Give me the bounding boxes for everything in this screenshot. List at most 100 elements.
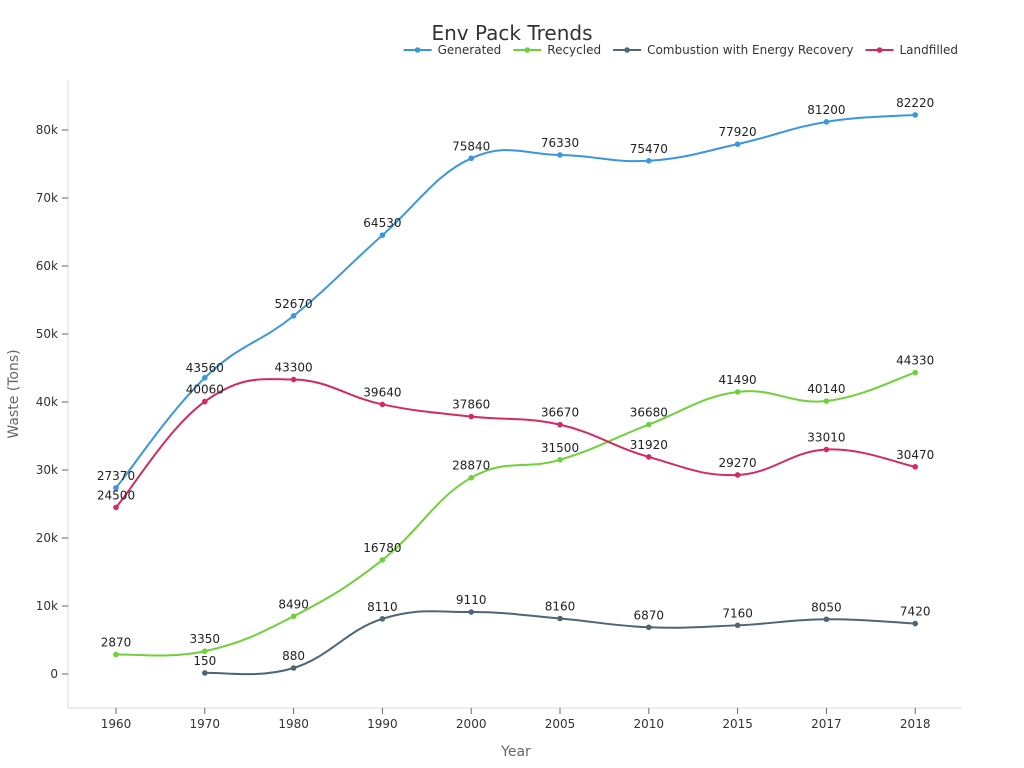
data-point-generated <box>379 232 386 238</box>
y-tick-label: 60k <box>36 259 58 273</box>
legend-item-landfilled[interactable]: Landfilled <box>865 43 959 57</box>
data-point-generated <box>468 155 475 162</box>
data-point-landfilled <box>468 413 475 420</box>
data-label-landfilled: 33010 <box>807 431 845 445</box>
data-label-generated: 75470 <box>630 142 668 156</box>
data-label-landfilled: 30470 <box>896 448 934 462</box>
data-point-combustion-with-energy-recovery <box>734 622 741 629</box>
data-label-combustion-with-energy-recovery: 6870 <box>634 608 665 622</box>
data-point-combustion-with-energy-recovery <box>912 620 918 627</box>
data-label-generated: 82220 <box>896 96 934 110</box>
data-label-recycled: 3350 <box>190 632 221 646</box>
data-point-combustion-with-energy-recovery <box>202 670 208 676</box>
data-point-recycled <box>557 457 563 463</box>
series-generated <box>113 112 918 491</box>
data-label-recycled: 31500 <box>541 441 579 455</box>
x-axis-title: Year <box>500 744 531 760</box>
legend-item-generated[interactable]: Generated <box>403 43 502 57</box>
series-recycled <box>113 369 918 658</box>
data-label-recycled: 8490 <box>278 597 309 611</box>
legend-label: Combustion with Energy Recovery <box>647 43 853 57</box>
data-label-landfilled: 29270 <box>719 456 757 470</box>
x-tick-label: 2018 <box>900 717 931 731</box>
data-point-landfilled <box>557 421 563 428</box>
legend-swatch-marker <box>876 47 883 53</box>
data-point-combustion-with-energy-recovery <box>557 615 563 622</box>
x-tick-label: 2010 <box>634 717 665 731</box>
chart-title: Env Pack Trends <box>431 21 592 45</box>
legend-swatch-marker <box>524 47 531 53</box>
data-point-combustion-with-energy-recovery <box>646 624 652 631</box>
data-point-generated <box>646 158 652 164</box>
data-label-combustion-with-energy-recovery: 8160 <box>545 600 576 614</box>
data-label-recycled: 44330 <box>896 354 934 368</box>
data-label-combustion-with-energy-recovery: 7420 <box>900 605 931 619</box>
x-tick-label: 1980 <box>278 717 309 731</box>
data-label-landfilled: 31920 <box>630 438 668 452</box>
data-label-recycled: 40140 <box>807 382 845 396</box>
data-point-recycled <box>379 557 386 563</box>
data-label-landfilled: 40060 <box>186 383 224 397</box>
legend-swatch-marker <box>414 47 421 53</box>
y-tick-label: 10k <box>36 599 58 613</box>
data-label-combustion-with-energy-recovery: 9110 <box>456 593 487 607</box>
data-label-generated: 52670 <box>275 297 313 311</box>
data-point-generated <box>290 313 297 319</box>
data-label-generated: 75840 <box>452 139 490 153</box>
series-layer <box>113 112 918 676</box>
data-point-recycled <box>823 398 830 404</box>
data-point-landfilled <box>912 464 918 470</box>
y-tick-label: 50k <box>36 327 58 341</box>
x-tick-label: 1970 <box>190 717 221 731</box>
data-label-generated: 64530 <box>363 216 401 230</box>
legend-swatch-marker <box>624 47 630 53</box>
data-point-landfilled <box>379 401 386 408</box>
data-label-recycled: 41490 <box>719 373 757 387</box>
x-tick-label: 2000 <box>456 717 487 731</box>
data-point-landfilled <box>823 446 830 453</box>
data-point-landfilled <box>113 504 119 511</box>
y-tick-label: 20k <box>36 531 58 545</box>
data-point-recycled <box>646 421 652 428</box>
y-tick-label: 40k <box>36 395 58 409</box>
data-point-combustion-with-energy-recovery <box>468 609 475 615</box>
data-label-landfilled: 36670 <box>541 406 579 420</box>
y-tick-label: 0 <box>50 667 58 681</box>
x-tick-label: 2015 <box>722 717 753 731</box>
legend: Generated Recycled Combustion with Energy … <box>403 43 959 57</box>
legend-label: Generated <box>438 43 502 57</box>
data-point-combustion-with-energy-recovery <box>290 665 297 671</box>
y-tick-label: 70k <box>36 191 58 205</box>
data-label-combustion-with-energy-recovery: 150 <box>193 654 216 668</box>
data-point-recycled <box>290 613 297 620</box>
data-label-combustion-with-energy-recovery: 8050 <box>811 600 842 614</box>
data-label-landfilled: 37860 <box>452 398 490 412</box>
data-point-landfilled <box>290 376 297 383</box>
data-point-landfilled <box>202 398 208 405</box>
data-label-generated: 27370 <box>97 469 135 483</box>
data-point-recycled <box>734 389 741 395</box>
data-point-combustion-with-energy-recovery <box>823 616 830 623</box>
labels-layer: 27370 43560 52670 64530 75840 76330 75470 77920… <box>97 96 934 668</box>
y-axis-title: Waste (Tons) <box>6 349 22 438</box>
data-point-generated <box>557 152 563 158</box>
series-line-recycled <box>115 371 916 657</box>
data-point-generated <box>734 141 741 147</box>
data-label-generated: 76330 <box>541 136 579 150</box>
data-point-recycled <box>912 369 918 376</box>
data-point-landfilled <box>734 472 741 478</box>
data-label-combustion-with-energy-recovery: 8110 <box>367 600 398 614</box>
x-tick-label: 1960 <box>101 717 132 731</box>
data-point-generated <box>202 374 208 381</box>
series-landfilled <box>113 376 918 511</box>
series-line-generated <box>115 113 916 489</box>
data-point-landfilled <box>646 454 652 460</box>
data-point-recycled <box>202 648 208 655</box>
legend-item-recycled[interactable]: Recycled <box>513 43 601 57</box>
y-tick-label: 80k <box>36 123 58 137</box>
data-label-landfilled: 43300 <box>275 361 313 375</box>
data-label-landfilled: 24500 <box>97 488 135 502</box>
legend-item-combustion-with-energy-recovery[interactable]: Combustion with Energy Recovery <box>613 43 854 57</box>
data-label-recycled: 36680 <box>630 406 668 420</box>
